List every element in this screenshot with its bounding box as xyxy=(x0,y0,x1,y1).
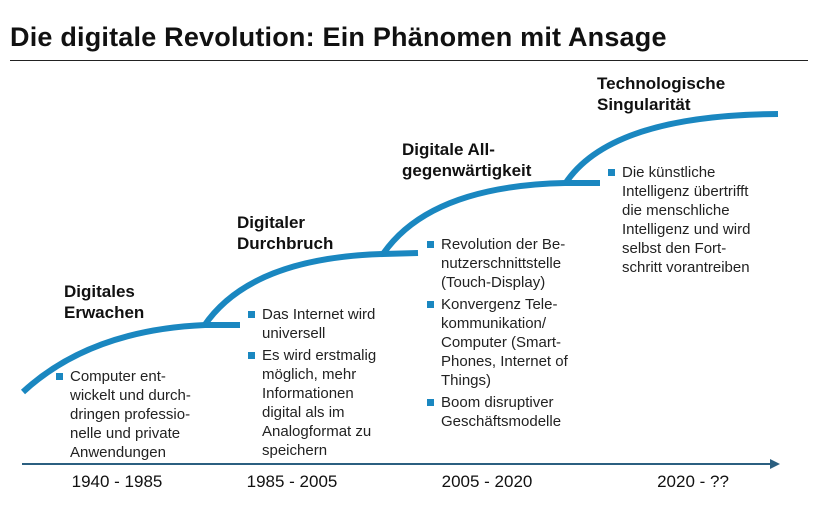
bullet-line: möglich, mehr xyxy=(262,366,357,383)
bullet-line: Es wird erstmalig xyxy=(262,347,377,364)
heading-line: Digitaler xyxy=(237,213,306,232)
bullet-line: kommunikation/ xyxy=(441,315,547,332)
heading-line: Erwachen xyxy=(64,303,145,322)
bullet-line: nutzerschnittstelle xyxy=(441,255,562,272)
bullet-line: Anwendungen xyxy=(70,444,166,461)
bullet-line: Phones, Internet of xyxy=(441,353,568,370)
bullet-line: Computer ent- xyxy=(70,368,166,385)
curve-phase-2 xyxy=(201,250,419,328)
bullet-line: Das Internet wird xyxy=(262,306,376,323)
phase-2-bullets: Das Internet wird universell Es wird erstm… xyxy=(248,305,376,463)
bullet-line: wickelt und durch- xyxy=(70,387,191,404)
bullet-item: Das Internet wird universell xyxy=(248,305,376,343)
bullet-item: Revolution der Be-nutzerschnittstelle (To… xyxy=(427,235,568,292)
phase-3-bullets: Revolution der Be-nutzerschnittstelle (To… xyxy=(427,235,568,434)
period-label-3: 2005 - 2020 xyxy=(441,472,533,491)
bullet-line: Boom disruptiver xyxy=(441,394,554,411)
bullet-line: Analogformat zu xyxy=(262,423,372,440)
heading-line: Technologische xyxy=(597,74,726,93)
bullet-item: Konvergenz Tele-kommunikation/Computer (… xyxy=(427,295,568,390)
bullet-line: Things) xyxy=(441,372,492,389)
bullet-line: (Touch-Display) xyxy=(441,274,546,291)
bullet-item: Computer ent-wickelt und durch-dringen p… xyxy=(56,367,191,462)
bullet-line: die menschliche xyxy=(622,202,730,219)
page-title: Die digitale Revolution: Ein Phänomen mi… xyxy=(10,22,667,52)
bullet-item: Boom disruptiver Geschäftsmodelle xyxy=(427,393,568,431)
bullet-line: schritt vorantreiben xyxy=(622,259,750,276)
bullet-line: nelle und private xyxy=(70,425,181,442)
bullet-line: Die künstliche xyxy=(622,164,716,181)
period-label-4: 2020 - ?? xyxy=(657,472,729,491)
bullet-line: Computer (Smart- xyxy=(441,334,562,351)
phase-1-heading: Digitales Erwachen xyxy=(64,281,144,323)
phase-2-heading: Digitaler Durchbruch xyxy=(237,212,333,254)
phase-4-bullets: Die künstliche Intelligenz übertrifft die … xyxy=(608,163,750,280)
curve-phase-1 xyxy=(20,322,240,395)
title-divider xyxy=(10,60,808,61)
bullet-line: speichern xyxy=(262,442,328,459)
bullet-line: digital als im xyxy=(262,404,345,421)
bullet-line: Revolution der Be- xyxy=(441,236,566,253)
bullet-line: Geschäftsmodelle xyxy=(441,413,562,430)
phase-3-heading: Digitale All- gegenwärtigkeit xyxy=(402,139,531,181)
bullet-line: universell xyxy=(262,325,326,342)
phase-1-bullets: Computer ent-wickelt und durch-dringen p… xyxy=(56,367,191,465)
heading-line: Singularität xyxy=(597,95,691,114)
bullet-line: Intelligenz übertrifft xyxy=(622,183,749,200)
bullet-line: selbst den Fort- xyxy=(622,240,727,257)
heading-line: Digitale All- xyxy=(402,140,495,159)
period-label-1: 1940 - 1985 xyxy=(71,472,163,491)
bullet-item: Es wird erstmalig möglich, mehr Informatio… xyxy=(248,346,376,460)
bullet-line: dringen professio- xyxy=(70,406,191,423)
curve-phase-4 xyxy=(562,111,779,186)
phase-4-heading: Technologische Singularität xyxy=(597,73,725,115)
heading-line: Digitales xyxy=(64,282,135,301)
period-label-2: 1985 - 2005 xyxy=(246,472,338,491)
curve-phase-3 xyxy=(380,180,600,256)
bullet-line: Informationen xyxy=(262,385,354,402)
heading-line: gegenwärtigkeit xyxy=(402,161,532,180)
bullet-item: Die künstliche Intelligenz übertrifft die … xyxy=(608,163,750,277)
heading-line: Durchbruch xyxy=(237,234,334,253)
bullet-line: Intelligenz und wird xyxy=(622,221,751,238)
bullet-line: Konvergenz Tele- xyxy=(441,296,558,313)
timeline-arrow-icon xyxy=(770,459,780,469)
